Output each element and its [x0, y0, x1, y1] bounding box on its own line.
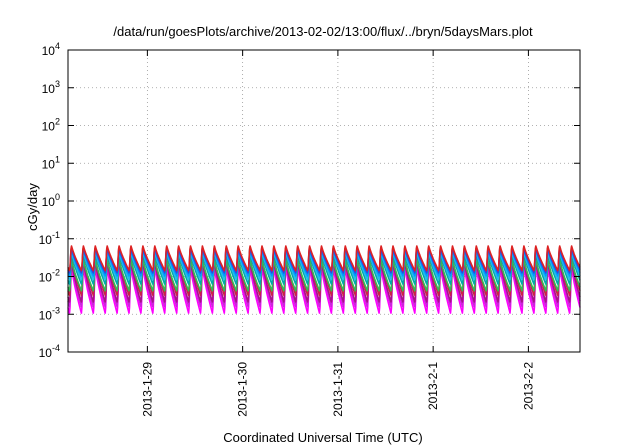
y-tick-label: 10-3 [39, 305, 60, 322]
x-tick-label: 2013-2-2 [521, 362, 535, 410]
x-tick-label: 2013-1-29 [140, 362, 154, 417]
y-tick-label: 104 [42, 41, 60, 58]
chart-title: /data/run/goesPlots/archive/2013-02-02/1… [113, 24, 533, 39]
series-line [67, 252, 581, 285]
x-axis-label: Coordinated Universal Time (UTC) [223, 430, 422, 445]
y-axis-ticks: 10-4 10-3 10-2 10-1 100 101 102 103 104 [39, 41, 580, 360]
x-tick-label: 2013-1-30 [236, 362, 250, 417]
y-tick-label: 10-2 [39, 268, 60, 285]
data-series [67, 245, 581, 314]
y-tick-label: 10-1 [39, 230, 60, 247]
x-tick-label: 2013-1-31 [331, 362, 345, 417]
series-line [67, 261, 581, 303]
y-tick-label: 101 [42, 154, 60, 171]
y-tick-label: 102 [42, 117, 60, 134]
x-axis-ticks: 2013-1-29 2013-1-30 2013-1-31 2013-2-1 2013-… [140, 50, 535, 417]
y-axis-label: cGy/day [25, 183, 40, 231]
series-line [67, 266, 581, 314]
y-tick-label: 10-4 [39, 343, 60, 360]
series-line [67, 245, 581, 272]
y-tick-label: 100 [42, 192, 60, 209]
x-tick-label: 2013-2-1 [426, 362, 440, 410]
y-tick-label: 103 [42, 79, 60, 96]
grid [68, 50, 580, 352]
series-line [67, 259, 581, 292]
